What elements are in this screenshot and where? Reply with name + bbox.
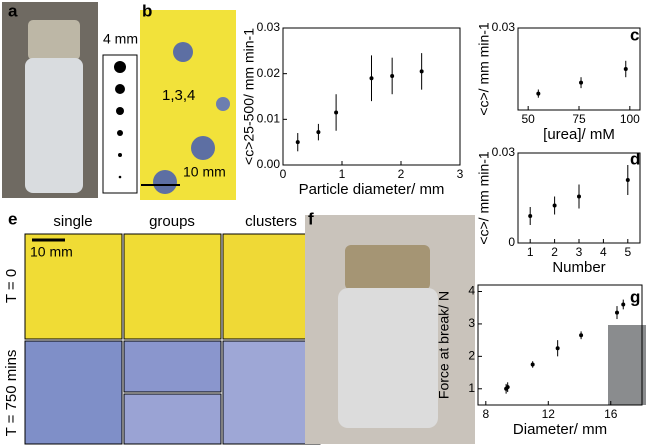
x-tick-label: 50: [521, 112, 535, 126]
particle: [117, 130, 123, 136]
x-tick-label: 12: [542, 407, 556, 421]
data-point: [553, 204, 557, 208]
y-tick-label: 3: [468, 316, 475, 330]
jar-body: [338, 288, 438, 428]
row-label: T = 0: [3, 269, 20, 303]
data-point: [390, 74, 394, 78]
column-label: groups: [149, 213, 195, 230]
x-tick-label: 1: [339, 167, 346, 181]
y-tick-label: 4: [468, 284, 475, 298]
photo-groups-t750b: [124, 394, 221, 444]
x-tick-label: 2: [398, 167, 405, 181]
data-point: [370, 76, 374, 80]
y-tick-label: 0.03: [492, 145, 516, 159]
panel-letter: f: [308, 209, 314, 228]
y-tick-label: 1: [468, 381, 475, 395]
scale-label: 10 mm: [183, 164, 226, 180]
data-point: [506, 385, 510, 389]
x-tick-label: 75: [572, 112, 586, 126]
x-tick-label: 1: [527, 245, 534, 259]
panel-letter: g: [630, 287, 640, 306]
photo-inset: [608, 325, 646, 405]
particle: [119, 176, 122, 179]
y-axis-label: <c>/ mm min-1: [476, 22, 492, 116]
particle: [114, 61, 126, 73]
y-tick-label: 0.02: [257, 66, 281, 80]
data-point: [624, 67, 628, 71]
x-tick-label: 2: [551, 245, 558, 259]
spot: [216, 97, 230, 111]
particle: [118, 153, 122, 157]
photo-groups-t0: [124, 234, 221, 339]
panel-letter: d: [630, 149, 640, 168]
x-axis-label: Number: [552, 259, 605, 276]
size-scale: [103, 55, 137, 193]
data-point: [334, 110, 338, 114]
x-tick-label: 16: [604, 407, 618, 421]
row-label: T = 750 mins: [3, 350, 20, 437]
data-point: [556, 346, 560, 350]
x-tick-label: 5: [624, 245, 631, 259]
data-point: [615, 311, 619, 315]
figure: a b c d e f g 4 mm 1,3,4 10 mm single gr…: [0, 0, 648, 446]
y-tick-label: 0.03: [492, 20, 516, 34]
y-tick-label: 2: [468, 349, 475, 363]
x-axis-label: Diameter/ mm: [513, 421, 607, 438]
vial-cap: [28, 20, 80, 60]
column-label: clusters: [245, 213, 297, 230]
x-tick-label: 3: [457, 167, 464, 181]
x-tick-label: 8: [482, 407, 489, 421]
data-point: [531, 362, 535, 366]
y-tick-label: 0.01: [257, 112, 281, 126]
y-tick-label: 0.03: [257, 20, 281, 34]
particle: [116, 107, 124, 115]
vial-body: [25, 58, 83, 193]
x-tick-label: 100: [620, 112, 640, 126]
panel-letter: e: [8, 209, 17, 228]
y-axis-label: Force at break/ N: [436, 291, 452, 399]
x-axis-label: [urea]/ mM: [543, 126, 615, 143]
data-point: [296, 140, 300, 144]
y-axis-label: <c>/ mm min-1: [476, 151, 492, 245]
data-point: [420, 69, 424, 73]
particle: [115, 84, 125, 94]
x-tick-label: 4: [600, 245, 607, 259]
x-tick-label: 0: [280, 167, 287, 181]
data-point: [316, 130, 320, 134]
data-point: [621, 302, 625, 306]
data-point: [577, 195, 581, 199]
data-point: [626, 178, 630, 182]
scale-label: 10 mm: [30, 244, 73, 260]
plot-frame: [518, 28, 640, 110]
x-tick-label: 3: [576, 245, 583, 259]
y-tick-label: 0.00: [257, 157, 281, 171]
photo-single-t750: [25, 341, 122, 444]
data-point: [528, 214, 532, 218]
photo-groups-t750: [124, 341, 221, 392]
data-point: [536, 92, 540, 96]
annotation: 1,3,4: [162, 87, 195, 104]
scale-label: 4 mm: [103, 31, 138, 47]
jar-lid: [345, 245, 430, 290]
spot: [191, 136, 215, 160]
spot: [153, 170, 177, 194]
panel-letter: a: [8, 1, 18, 20]
x-axis-label: Particle diameter/ mm: [299, 181, 445, 198]
column-label: single: [53, 213, 92, 230]
y-tick-label: 0: [508, 235, 515, 249]
y-axis-label: <c>25-500/ mm min-1: [241, 28, 257, 165]
spot: [173, 42, 193, 62]
data-point: [579, 333, 583, 337]
data-point: [579, 81, 583, 85]
panel-letter: b: [142, 1, 152, 20]
